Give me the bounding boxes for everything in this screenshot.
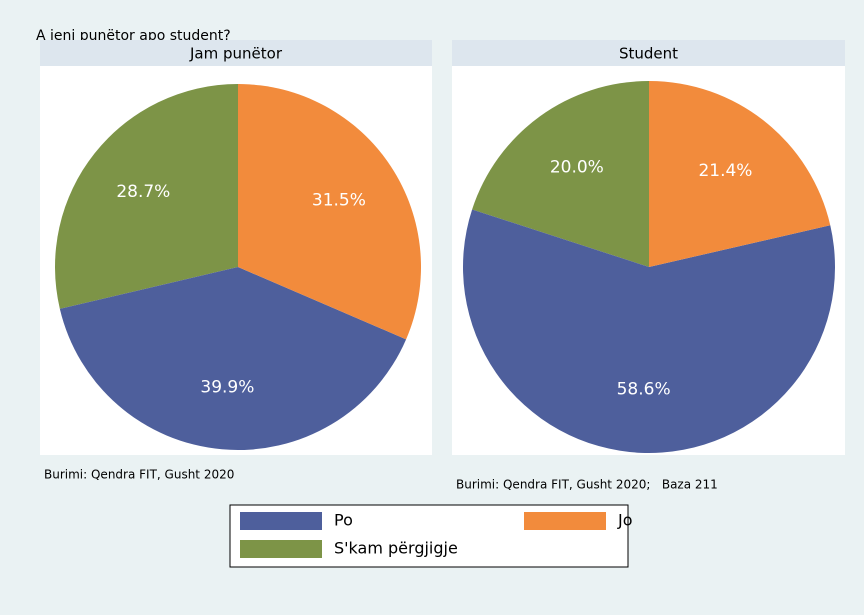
pie-slice	[463, 209, 836, 453]
legend-swatch	[240, 540, 322, 558]
legend-label: Jo	[617, 511, 633, 530]
slice-label: 21.4%	[698, 161, 752, 181]
slice-label: 20.0%	[550, 158, 604, 178]
pie-slice	[59, 267, 407, 450]
pie-slice	[54, 84, 238, 309]
pie-slice	[649, 81, 831, 267]
slice-label: 58.6%	[617, 380, 671, 400]
source-note: Burimi: Qendra FIT, Gusht 2020; Baza 211	[456, 478, 718, 492]
slice-label: 39.9%	[200, 377, 254, 397]
source-note: Burimi: Qendra FIT, Gusht 2020	[44, 468, 234, 482]
slice-label: 28.7%	[116, 182, 170, 202]
slice-label: 31.5%	[312, 191, 366, 211]
pie-slice	[238, 84, 421, 340]
panel-header	[452, 40, 845, 66]
panel-title: Student	[619, 45, 678, 63]
legend-swatch	[524, 512, 606, 530]
panel-title: Jam punëtor	[189, 45, 283, 63]
pie-slice	[472, 81, 649, 267]
panel-header	[40, 40, 432, 66]
legend-label: S'kam përgjigje	[334, 539, 458, 558]
legend-label: Po	[334, 511, 353, 530]
legend-swatch	[240, 512, 322, 530]
